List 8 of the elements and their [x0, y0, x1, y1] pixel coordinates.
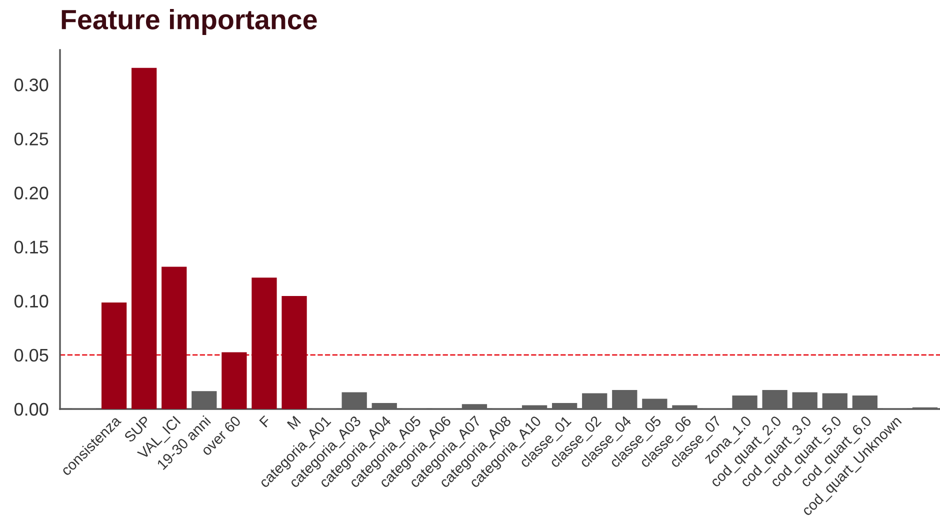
chart-title: Feature importance — [62, 9, 317, 35]
y-tick-label: 0.25 — [14, 132, 48, 146]
y-tick-label: 0.00 — [14, 402, 48, 416]
y-tick-label: 0.15 — [14, 240, 48, 254]
y-tick-label: 0.20 — [14, 186, 48, 200]
y-tick-label: 0.05 — [14, 348, 48, 362]
y-tick-label: 0.10 — [14, 294, 48, 308]
y-tick-label: 0.30 — [14, 78, 48, 92]
